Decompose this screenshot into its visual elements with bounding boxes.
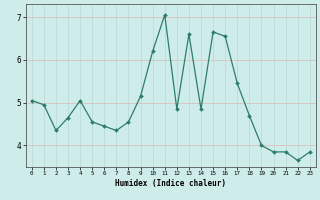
X-axis label: Humidex (Indice chaleur): Humidex (Indice chaleur) [115, 179, 226, 188]
